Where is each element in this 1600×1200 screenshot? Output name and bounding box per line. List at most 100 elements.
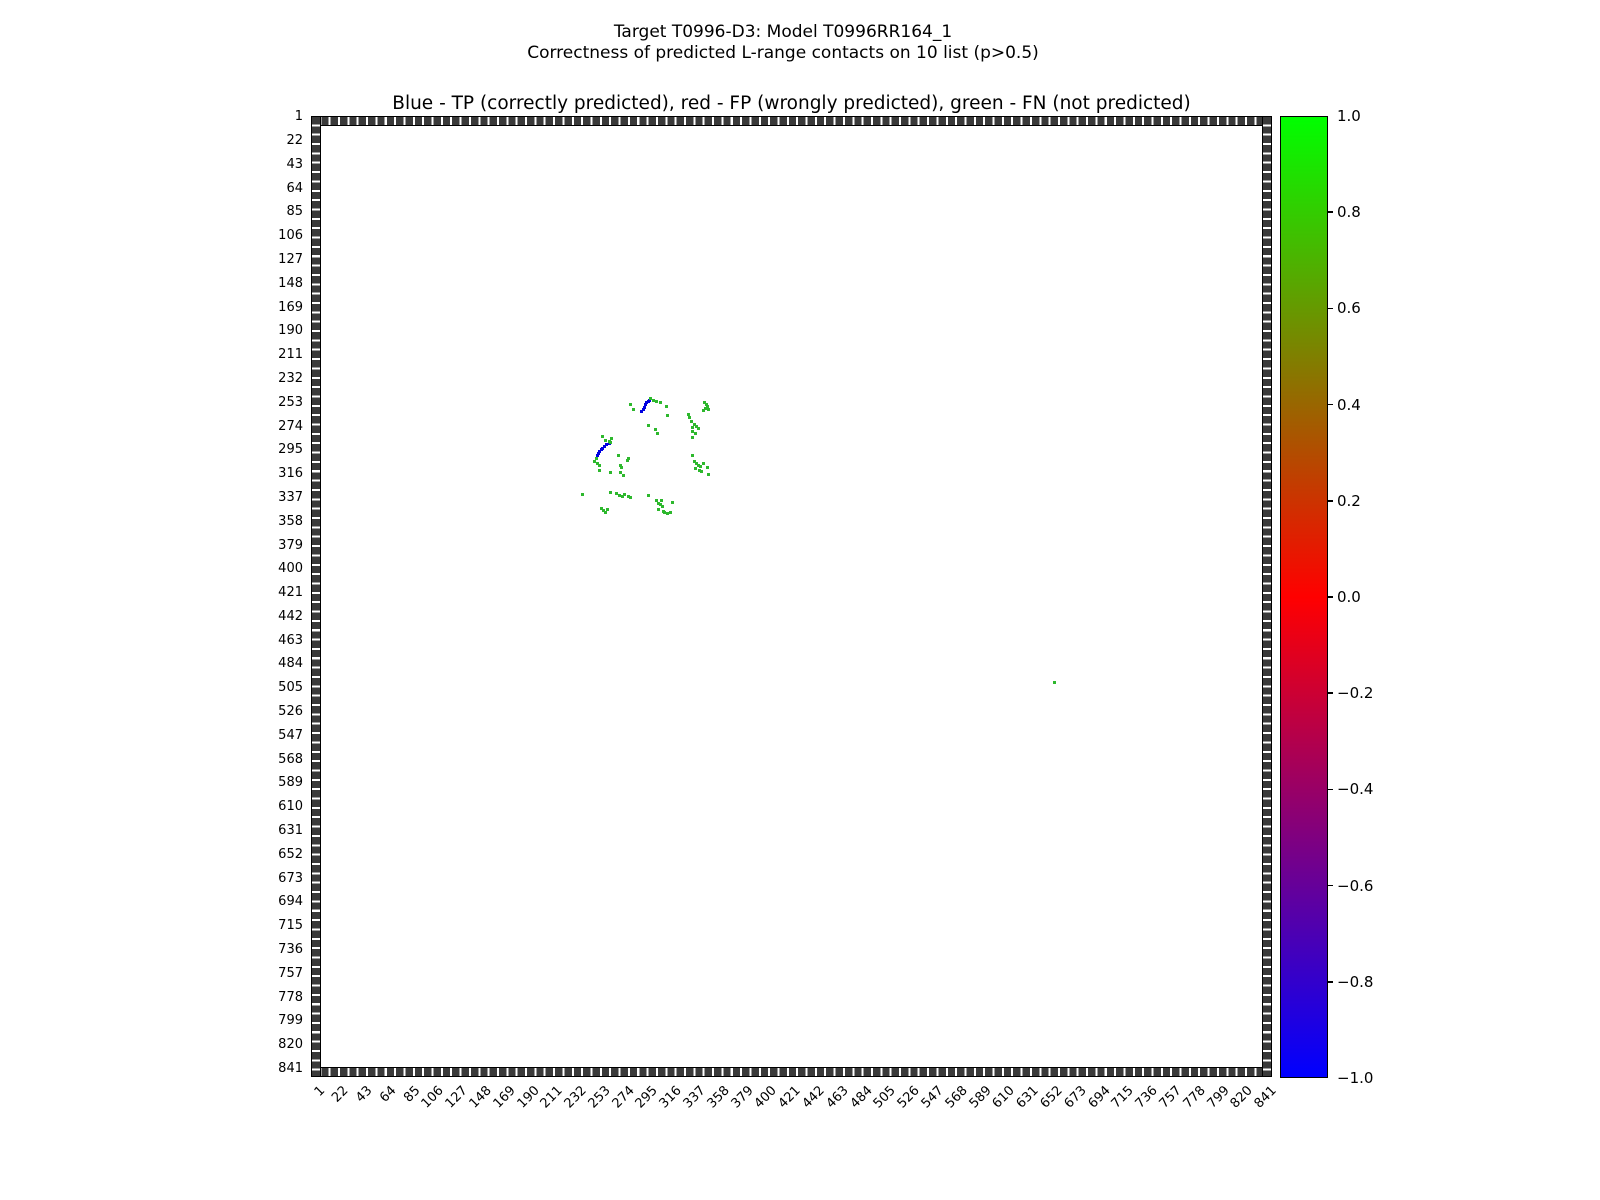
y-tick-label: 778: [278, 989, 303, 1005]
y-tick-label: 232: [278, 370, 303, 386]
x-tick-label: 316: [656, 1083, 686, 1112]
contact-point: [598, 469, 602, 473]
x-tick-label: 484: [847, 1083, 876, 1112]
contact-point: [596, 462, 600, 466]
y-tick-label: 64: [286, 180, 303, 196]
y-tick-label: 841: [278, 1061, 303, 1077]
contact-point: [625, 459, 629, 462]
contact-point: [608, 490, 612, 494]
y-tick-label: 757: [278, 965, 303, 981]
contact-point: [665, 404, 669, 408]
contact-point: [706, 465, 710, 469]
contact-point: [620, 465, 623, 469]
contact-point: [655, 498, 659, 502]
contact-point: [581, 493, 585, 496]
y-tick-label: 589: [278, 775, 303, 791]
contact-point: [598, 449, 602, 453]
colorbar-tick-label: 1.0: [1337, 107, 1361, 125]
y-tick-label: 274: [278, 418, 303, 434]
contact-point: [600, 446, 604, 450]
contact-point: [706, 404, 710, 408]
contact-point: [693, 431, 697, 435]
colorbar-tick-label: −0.8: [1337, 972, 1374, 991]
x-tick-label: 526: [894, 1083, 923, 1112]
colorbar-tick-mark: [1328, 788, 1333, 791]
colorbar-tick-mark: [1328, 500, 1333, 502]
contact-point: [600, 435, 604, 439]
contact-point: [599, 506, 603, 510]
y-tick-label: 547: [278, 727, 303, 743]
contact-point: [605, 443, 609, 447]
colorbar-tick-mark: [1328, 307, 1333, 310]
figure-title: Target T0996-D3: Model T0996RR164_1 Corr…: [0, 22, 1566, 64]
y-tick-label: 337: [278, 489, 303, 505]
contact-point: [658, 401, 662, 405]
contact-point: [629, 403, 633, 407]
contact-point: [649, 396, 653, 400]
y-tick-label: 1: [294, 109, 303, 125]
contact-point: [641, 408, 645, 411]
colorbar-tick-mark: [1328, 884, 1333, 887]
contact-point: [648, 398, 652, 402]
contact-point: [608, 440, 612, 444]
x-tick-label: 589: [966, 1083, 995, 1112]
contact-point: [1052, 681, 1056, 685]
y-tick-label: 295: [278, 442, 303, 458]
y-tick-label: 694: [278, 894, 303, 910]
x-tick-label: 232: [561, 1083, 590, 1112]
contact-point: [657, 507, 661, 511]
contact-point: [701, 462, 705, 466]
contact-point: [643, 403, 647, 407]
contact-point: [644, 401, 648, 405]
contact-point: [615, 491, 619, 495]
contact-point: [596, 454, 600, 458]
y-tick-label: 673: [278, 870, 303, 886]
contact-point: [690, 420, 694, 424]
colorbar-tick-label: 0.4: [1337, 395, 1361, 414]
x-tick-label: 358: [704, 1083, 733, 1112]
x-tick-label: 442: [799, 1083, 828, 1112]
y-tick-label: 22: [286, 132, 303, 148]
contact-point: [617, 494, 621, 498]
contact-point: [655, 400, 659, 404]
y-tick-label: 610: [278, 799, 303, 815]
x-tick-label: 274: [609, 1083, 638, 1112]
y-tick-label: 379: [278, 537, 303, 553]
y-tick-label: 526: [278, 704, 303, 720]
contact-point: [691, 436, 695, 440]
x-tick-label: 673: [1061, 1083, 1090, 1112]
y-tick-label: 799: [278, 1013, 303, 1029]
x-tick-label: 820: [1228, 1083, 1257, 1112]
y-tick-label: 316: [278, 466, 303, 482]
x-tick-label: 715: [1109, 1083, 1138, 1112]
x-tick-label: 148: [466, 1083, 495, 1112]
contact-point: [608, 471, 612, 475]
colorbar-tick-mark: [1328, 981, 1333, 983]
contact-point: [647, 494, 651, 498]
contact-point: [686, 412, 690, 416]
x-tick-label: 841: [1251, 1083, 1280, 1112]
contact-point: [660, 505, 664, 509]
y-tick-label: 463: [278, 632, 303, 648]
contact-point: [651, 398, 655, 402]
contact-point: [697, 427, 701, 431]
y-tick-label: 421: [278, 585, 303, 601]
contact-point: [647, 423, 651, 427]
contact-point: [692, 460, 696, 464]
colorbar-tick-label: −0.6: [1337, 876, 1374, 895]
y-tick-label: 715: [278, 918, 303, 934]
colorbar-tick-label: 0.2: [1337, 491, 1361, 510]
x-tick-label: 505: [871, 1083, 900, 1112]
y-tick-label: 43: [286, 156, 303, 172]
colorbar-tick-mark: [1328, 692, 1333, 694]
contact-point: [616, 454, 620, 458]
contact-point: [666, 512, 670, 516]
colorbar-tick-label: −0.2: [1337, 684, 1374, 703]
y-tick-label: 358: [278, 513, 303, 529]
y-tick-label: 169: [278, 299, 303, 315]
y-tick-label: 85: [286, 204, 303, 220]
y-tick-label: 127: [278, 251, 303, 267]
colorbar-tick-mark: [1328, 211, 1333, 213]
contact-point: [666, 413, 670, 417]
x-tick-label: 631: [1013, 1083, 1042, 1112]
